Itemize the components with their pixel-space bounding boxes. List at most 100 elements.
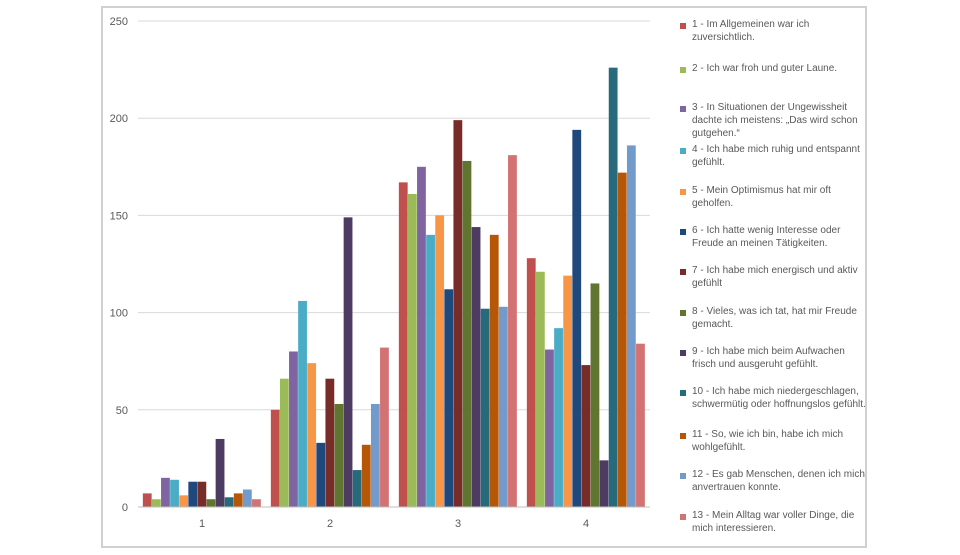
legend-swatch <box>680 229 686 235</box>
legend-swatch <box>680 390 686 396</box>
bar <box>608 67 618 507</box>
bar <box>545 349 554 507</box>
x-tick-label: 2 <box>327 518 333 530</box>
legend-label: 11 - So, wie ich bin, habe ich mich wohl… <box>692 429 844 453</box>
y-tick-label: 250 <box>110 16 128 28</box>
bar <box>142 493 152 507</box>
legend-item: 6 - Ich hatte wenig Interesse oder Freud… <box>680 224 870 250</box>
legend-swatch <box>680 23 686 29</box>
bar <box>498 306 508 507</box>
bar <box>380 347 389 507</box>
legend-label: 2 - Ich war froh und guter Laune. <box>692 63 838 74</box>
legend-item: 9 - Ich habe mich beim Aufwachen frisch … <box>680 345 870 371</box>
legend: 1 - Im Allgemeinen war ich zuversichtlic… <box>680 0 870 555</box>
x-axis: 1 2 3 4 <box>138 506 650 530</box>
bar <box>179 495 189 507</box>
legend-item: 10 - Ich habe mich niedergeschlagen, sch… <box>680 385 870 411</box>
bar <box>480 308 490 507</box>
bar <box>563 275 573 507</box>
legend-item: 4 - Ich habe mich ruhig und entspannt ge… <box>680 143 870 169</box>
bar <box>233 493 243 507</box>
bar <box>170 479 179 507</box>
legend-swatch <box>680 189 686 195</box>
legend-swatch <box>680 350 686 356</box>
legend-label: 10 - Ich habe mich niedergeschlagen, sch… <box>692 386 866 410</box>
bar <box>407 194 417 508</box>
x-tick-label: 4 <box>583 518 589 530</box>
bar <box>343 217 353 507</box>
bar <box>435 215 445 507</box>
legend-label: 1 - Im Allgemeinen war ich zuversichtlic… <box>692 19 810 43</box>
legend-item: 3 - In Situationen der Ungewissheit dach… <box>680 101 870 140</box>
y-tick-label: 100 <box>110 308 128 320</box>
bar <box>535 271 545 507</box>
bar <box>417 166 426 508</box>
bar <box>334 403 344 507</box>
bar <box>370 403 380 507</box>
legend-swatch <box>680 269 686 275</box>
bar <box>352 470 362 507</box>
bar <box>298 300 307 507</box>
legend-label: 13 - Mein Alltag war voller Dinge, die m… <box>692 510 855 534</box>
bar <box>462 160 472 507</box>
legend-label: 4 - Ich habe mich ruhig und entspannt ge… <box>692 144 860 168</box>
bar <box>554 328 563 507</box>
legend-label: 5 - Mein Optimismus hat mir oft geholfen… <box>692 185 831 209</box>
y-tick-label: 200 <box>110 113 128 125</box>
legend-item: 13 - Mein Alltag war voller Dinge, die m… <box>680 509 870 535</box>
bar <box>471 227 481 507</box>
bar <box>489 234 499 507</box>
legend-item: 2 - Ich war froh und guter Laune. <box>680 62 870 75</box>
x-tick-label: 3 <box>455 518 461 530</box>
x-tick-label: 1 <box>199 518 205 530</box>
bar <box>361 444 371 507</box>
legend-item: 8 - Vieles, was ich tat, hat mir Freude … <box>680 305 870 331</box>
legend-swatch <box>680 310 686 316</box>
legend-swatch <box>680 433 686 439</box>
bar <box>252 499 261 507</box>
bar <box>224 497 234 507</box>
bars <box>142 67 645 508</box>
legend-label: 12 - Es gab Menschen, denen ich mich anv… <box>692 469 865 493</box>
bar <box>270 409 280 507</box>
legend-item: 1 - Im Allgemeinen war ich zuversichtlic… <box>680 18 870 44</box>
bar <box>242 489 252 507</box>
bar <box>161 477 170 507</box>
y-tick-label: 0 <box>122 502 128 514</box>
bar <box>590 283 600 507</box>
y-tick-label: 150 <box>110 210 128 222</box>
legend-item: 5 - Mein Optimismus hat mir oft geholfen… <box>680 184 870 210</box>
bar <box>316 442 326 507</box>
legend-label: 9 - Ich habe mich beim Aufwachen frisch … <box>692 346 845 370</box>
bar <box>599 460 609 507</box>
bar <box>626 145 636 507</box>
legend-label: 3 - In Situationen der Ungewissheit dach… <box>692 102 858 139</box>
y-axis: 0 50 100 150 200 250 <box>110 16 128 514</box>
legend-item: 12 - Es gab Menschen, denen ich mich anv… <box>680 468 870 494</box>
bar <box>289 351 298 507</box>
legend-swatch <box>680 148 686 154</box>
bar <box>508 155 517 508</box>
bar <box>572 129 582 507</box>
bar <box>215 438 225 507</box>
y-tick-label: 50 <box>116 405 128 417</box>
legend-label: 7 - Ich habe mich energisch und aktiv ge… <box>692 265 858 289</box>
bar <box>206 499 216 507</box>
bar <box>444 289 454 507</box>
bar <box>453 120 463 508</box>
bar <box>325 378 335 507</box>
bar <box>426 234 435 507</box>
bar <box>581 365 591 507</box>
bar <box>197 481 207 507</box>
legend-item: 7 - Ich habe mich energisch und aktiv ge… <box>680 264 870 290</box>
legend-swatch <box>680 106 686 112</box>
bar <box>307 363 317 507</box>
legend-swatch <box>680 67 686 73</box>
bar <box>636 343 645 507</box>
legend-label: 6 - Ich hatte wenig Interesse oder Freud… <box>692 225 841 249</box>
legend-item: 11 - So, wie ich bin, habe ich mich wohl… <box>680 428 870 454</box>
bar <box>188 481 198 507</box>
bar <box>398 182 408 508</box>
bar <box>617 172 627 507</box>
bar <box>279 378 289 507</box>
